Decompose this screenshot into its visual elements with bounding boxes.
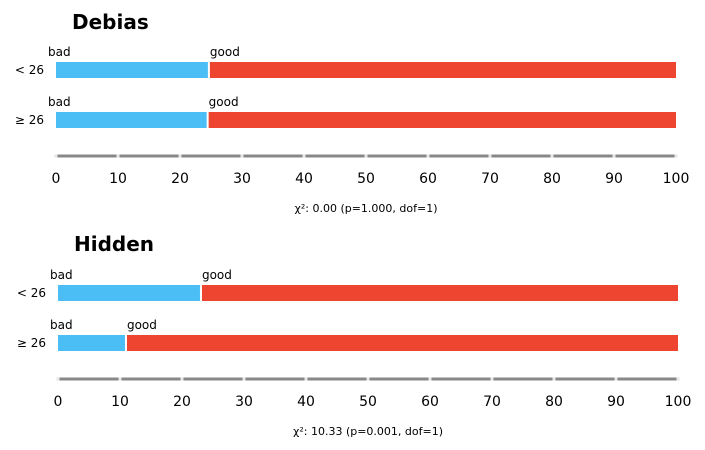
- segment-label-bad: bad: [50, 318, 73, 332]
- x-tick-mark: [302, 154, 306, 158]
- x-tick-label: 80: [545, 394, 563, 410]
- row-label: ≥ 26: [15, 113, 44, 127]
- segment-label-bad: bad: [48, 95, 71, 109]
- x-tick-label: 0: [54, 394, 63, 410]
- x-tick-label: 10: [111, 394, 129, 410]
- chi-square-statistic: χ²: 0.00 (p=1.000, dof=1): [294, 202, 437, 215]
- x-tick-label: 40: [297, 394, 315, 410]
- x-tick-label: 50: [357, 171, 375, 187]
- chart-title: Debias: [72, 10, 149, 34]
- bar-segment-good: [201, 285, 679, 301]
- x-tick-mark: [674, 154, 678, 158]
- chart-title: Hidden: [74, 232, 154, 256]
- x-tick-label: 20: [173, 394, 191, 410]
- x-tick-mark: [54, 154, 58, 158]
- chart-panel-1: Debias < 26 bad good ≥ 26 bad good 0 10 20 30 40 50 6…: [15, 10, 690, 215]
- x-tick-mark: [612, 154, 616, 158]
- row-label: < 26: [17, 286, 46, 300]
- x-tick-label: 30: [235, 394, 253, 410]
- x-tick-label: 80: [543, 171, 561, 187]
- x-tick-mark: [676, 377, 680, 381]
- x-tick-mark: [118, 377, 122, 381]
- chi-square-statistic: χ²: 10.33 (p=0.001, dof=1): [293, 425, 443, 438]
- x-tick-mark: [180, 377, 184, 381]
- x-tick-mark: [116, 154, 120, 158]
- bar-segment-bad: [56, 62, 208, 78]
- x-tick-mark: [426, 154, 430, 158]
- x-tick-mark: [240, 154, 244, 158]
- x-tick-mark: [242, 377, 246, 381]
- row-label: < 26: [15, 63, 44, 77]
- segment-label-good: good: [127, 318, 157, 332]
- x-tick-label: 20: [171, 171, 189, 187]
- x-tick-mark: [366, 377, 370, 381]
- bar-segment-good: [209, 62, 676, 78]
- chart-panel-2: Hidden < 26 bad good ≥ 26 bad good 0 10 20 30 40 50 6…: [17, 232, 692, 438]
- x-tick-mark: [178, 154, 182, 158]
- x-tick-label: 0: [52, 171, 61, 187]
- x-tick-label: 100: [663, 171, 690, 187]
- bar-segment-bad: [58, 335, 125, 351]
- x-tick-label: 70: [483, 394, 501, 410]
- segment-label-good: good: [210, 45, 240, 59]
- segment-label-good: good: [209, 95, 239, 109]
- x-tick-mark: [488, 154, 492, 158]
- row-label: ≥ 26: [17, 336, 46, 350]
- x-tick-mark: [550, 154, 554, 158]
- x-tick-mark: [614, 377, 618, 381]
- x-tick-mark: [552, 377, 556, 381]
- x-tick-label: 100: [665, 394, 692, 410]
- bar-segment-bad: [56, 112, 207, 128]
- x-tick-mark: [56, 377, 60, 381]
- x-tick-label: 50: [359, 394, 377, 410]
- x-tick-label: 90: [605, 171, 623, 187]
- x-tick-mark: [364, 154, 368, 158]
- bar-segment-bad: [58, 285, 200, 301]
- x-tick-label: 90: [607, 394, 625, 410]
- segment-label-good: good: [202, 268, 232, 282]
- x-tick-mark: [428, 377, 432, 381]
- segment-label-bad: bad: [48, 45, 71, 59]
- segment-label-bad: bad: [50, 268, 73, 282]
- x-tick-label: 70: [481, 171, 499, 187]
- bar-segment-good: [208, 112, 676, 128]
- x-tick-label: 30: [233, 171, 251, 187]
- x-tick-label: 60: [419, 171, 437, 187]
- x-tick-label: 40: [295, 171, 313, 187]
- x-tick-mark: [490, 377, 494, 381]
- x-tick-label: 60: [421, 394, 439, 410]
- x-tick-mark: [304, 377, 308, 381]
- x-tick-label: 10: [109, 171, 127, 187]
- bar-segment-good: [126, 335, 678, 351]
